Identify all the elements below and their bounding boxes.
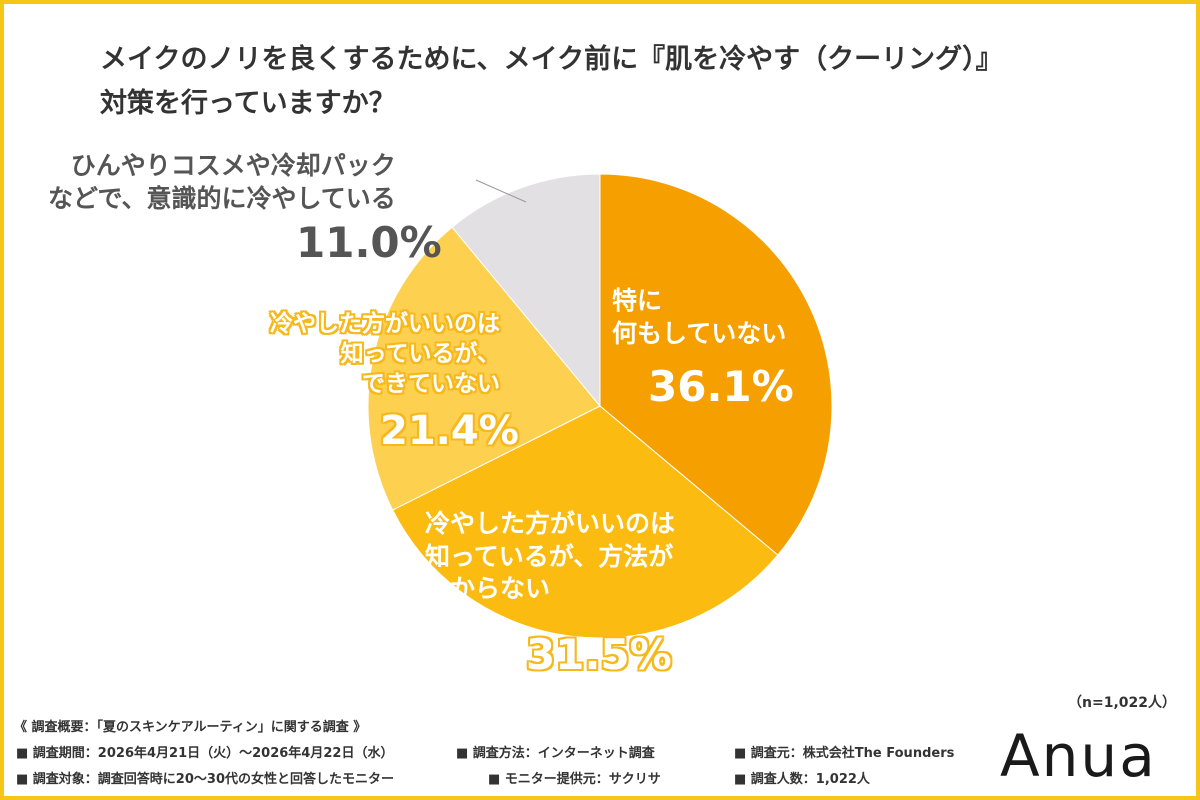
chart-title: メイクのノリを良くするために、メイク前に『肌を冷やす（クーリング）』 対策を行っ… xyxy=(100,38,1003,126)
pie-slice-3 xyxy=(367,226,601,511)
slice-label-4-line-1: ひんやりコスメや冷却パック xyxy=(70,151,396,180)
slice-label-3: 冷やした方がいいのは 知っているが、 できていない xyxy=(270,310,500,400)
slice-label-2-line-3: わからない xyxy=(425,574,551,603)
title-line-2: 対策を行っていますか？ xyxy=(100,88,396,119)
slice-percent-4: 11.0% xyxy=(296,218,442,267)
survey-source: ■ 調査元：株式会社The Founders xyxy=(734,746,955,761)
leader-line xyxy=(475,179,527,203)
slice-label-4: ひんやりコスメや冷却パック などで、意識的に冷やしている xyxy=(48,150,396,215)
pie-slice-1 xyxy=(599,173,833,556)
sample-size: （n=1,022人） xyxy=(1068,695,1176,711)
slice-percent-1: 36.1% xyxy=(648,362,794,411)
slice-label-1-line-1: 特に xyxy=(612,286,663,315)
slice-label-2: 冷やした方がいいのは 知っているが、方法が わからない xyxy=(425,508,675,606)
survey-method: ■ 調査方法：インターネット調査 xyxy=(456,746,655,761)
slice-label-1: 特に 何もしていない xyxy=(612,285,786,350)
slice-label-1-line-2: 何もしていない xyxy=(612,318,787,348)
slice-percent-3: 21.4% xyxy=(380,408,519,454)
slice-label-2-line-1: 冷やした方がいいのは xyxy=(425,509,676,538)
slice-percent-2: 31.5% xyxy=(526,630,672,679)
pie-slice-2 xyxy=(391,405,779,639)
survey-header: 《 調査概要：「夏のスキンケアルーティン」に関する調査 》 xyxy=(14,720,367,735)
title-line-1: メイクのノリを良くするために、メイク前に『肌を冷やす（クーリング）』 xyxy=(100,44,1003,75)
survey-provider: ■ モニター提供元：サクリサ xyxy=(488,772,661,787)
slice-label-3-line-1: 冷やした方がいいのは xyxy=(270,311,500,337)
slice-label-3-line-3: できていない xyxy=(362,370,500,397)
slice-label-4-line-2: などで、意識的に冷やしている xyxy=(48,183,396,213)
anua-logo: Anua xyxy=(1000,722,1157,790)
slice-label-3-line-2: 知っているが、 xyxy=(340,340,500,367)
slice-label-2-line-2: 知っているが、方法が xyxy=(425,541,674,571)
survey-period: ■ 調査期間：2026年4月21日（火）～2026年4月22日（水） xyxy=(16,746,394,761)
pie-slice-4 xyxy=(451,173,601,408)
survey-target: ■ 調査対象：調査回答時に20～30代の女性と回答したモニター xyxy=(16,772,394,787)
survey-count: ■ 調査人数：1,022人 xyxy=(734,772,870,787)
